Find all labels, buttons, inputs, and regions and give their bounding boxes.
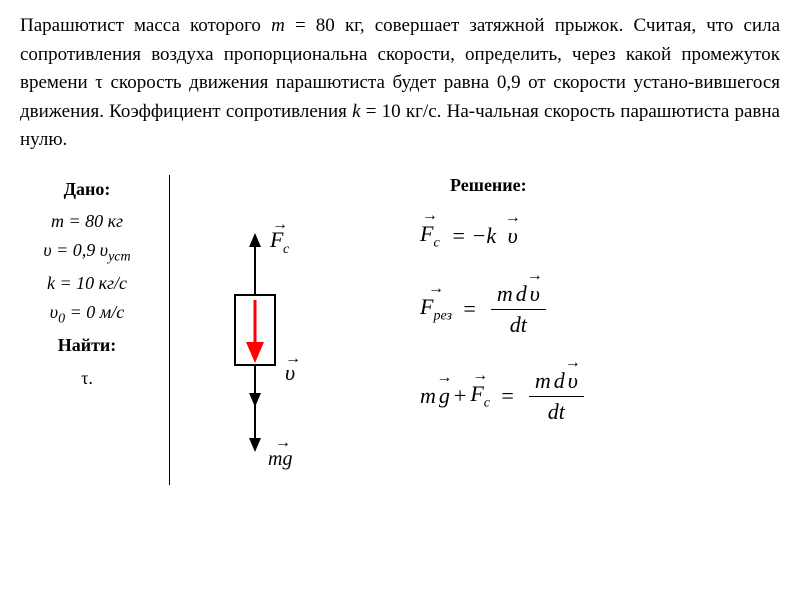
svg-text:→: →: [285, 350, 301, 367]
eq3-equals: =: [500, 383, 515, 409]
given-heading: Дано:: [20, 175, 154, 204]
k-variable: k: [352, 101, 360, 122]
given-mass: m = 80 кг: [20, 207, 154, 236]
equation-2: → Fрез = m d → υ dt: [390, 281, 780, 338]
eq2-fraction: m d → υ dt: [491, 281, 546, 338]
g-vector: → g: [439, 383, 450, 409]
equation-3: m → g + → Fc = m d → υ dt: [390, 368, 780, 425]
problem-text-part1: Парашютист масса которого: [20, 15, 271, 36]
eq3-m: m: [420, 383, 436, 409]
v-vector: → υ: [508, 223, 518, 249]
svg-text:mg: mg: [268, 448, 292, 470]
given-velocity: υ = 0,9 υуст: [20, 236, 154, 269]
svg-text:→: →: [272, 216, 288, 233]
eq3-plus: +: [454, 383, 466, 409]
problem-statement: Парашютист масса которого m = 80 кг, сов…: [20, 12, 780, 155]
svg-text:c: c: [283, 242, 290, 257]
find-value: τ.: [20, 364, 154, 393]
diagram-svg: F c → υ → mg →: [200, 205, 340, 485]
mass-value: = 80 кг, совершает затяжной прыжок.: [285, 15, 624, 36]
fc-vector: → Fc: [420, 221, 440, 251]
find-heading: Найти:: [20, 331, 154, 360]
given-coefficient: k = 10 кг/с: [20, 269, 154, 298]
svg-text:→: →: [275, 434, 291, 451]
given-initial-velocity: υ0 = 0 м/с: [20, 298, 154, 331]
mass-variable: m: [271, 15, 285, 36]
given-section: Дано: m = 80 кг υ = 0,9 υуст k = 10 кг/с…: [20, 175, 170, 485]
fres-vector: → Fрез: [420, 294, 452, 324]
eq3-fc-vector: → Fc: [470, 381, 490, 411]
content-area: Дано: m = 80 кг υ = 0,9 υуст k = 10 кг/с…: [20, 175, 780, 485]
eq3-fraction: m d → υ dt: [529, 368, 584, 425]
solution-section: Решение: → Fc = −k → υ → Fрез = m d: [370, 175, 780, 485]
eq2-equals: =: [462, 296, 477, 322]
equation-1: → Fc = −k → υ: [390, 221, 780, 251]
solution-heading: Решение:: [390, 175, 780, 196]
eq1-rhs-prefix: = −k: [446, 223, 502, 249]
force-diagram: F c → υ → mg →: [200, 175, 340, 485]
